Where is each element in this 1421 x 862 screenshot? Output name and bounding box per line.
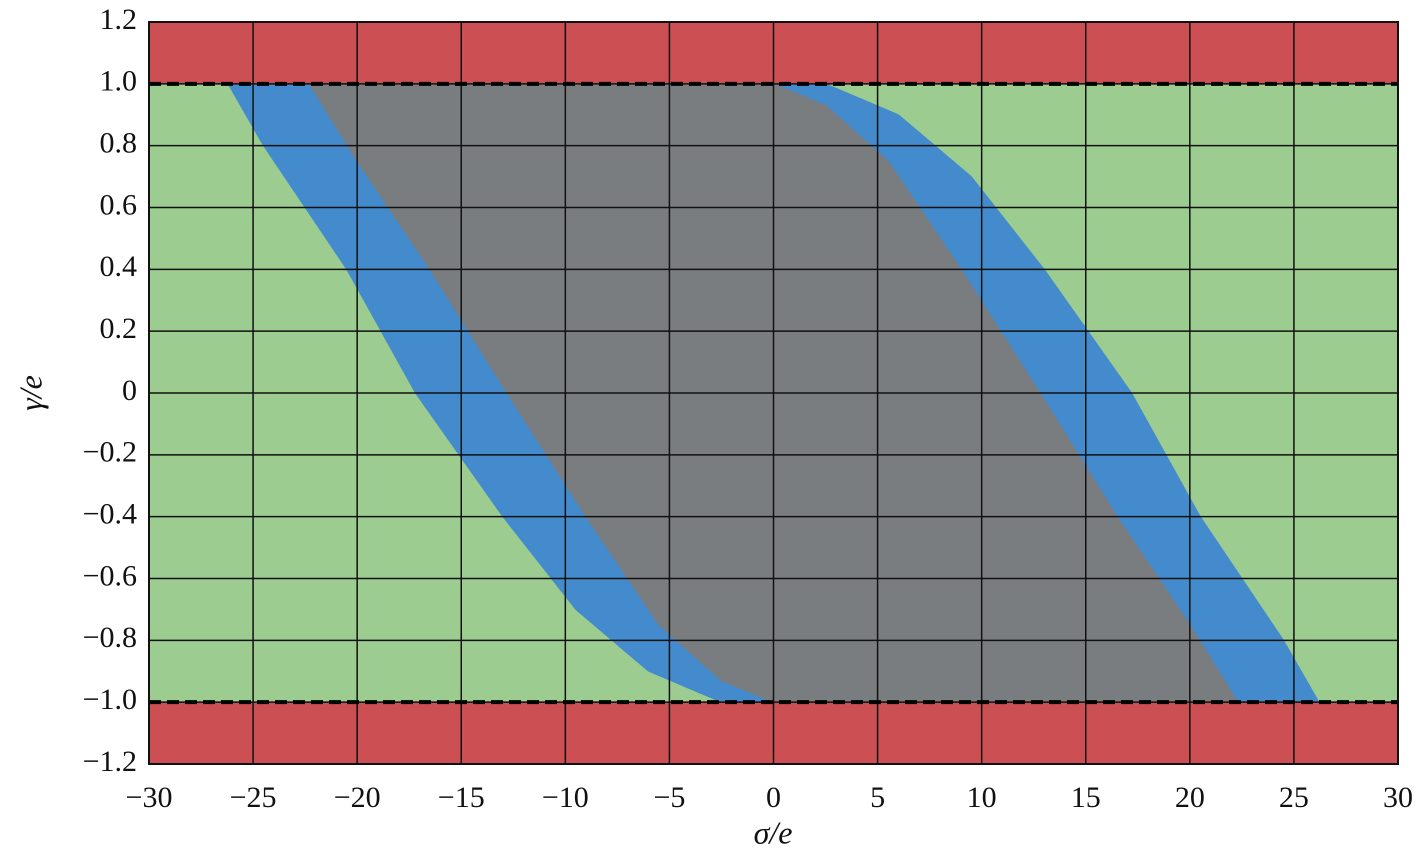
y-tick-label: −1.0 — [83, 683, 137, 716]
y-tick-label: −0.8 — [83, 621, 137, 654]
x-tick-label: −10 — [542, 781, 589, 814]
y-tick-label: 0.2 — [100, 312, 138, 345]
y-tick-label: −0.2 — [83, 436, 137, 469]
y-tick-label: 0.8 — [100, 127, 138, 160]
x-tick-label: 15 — [1071, 781, 1101, 814]
x-tick-label: −30 — [126, 781, 173, 814]
x-tick-label: −25 — [230, 781, 277, 814]
plot-frame — [148, 21, 1399, 765]
y-axis-label: γ/e — [12, 375, 48, 411]
y-tick-label: 0.4 — [100, 250, 138, 283]
y-tick-label: 1.2 — [100, 3, 138, 36]
x-tick-label: 25 — [1279, 781, 1309, 814]
x-tick-label: −20 — [334, 781, 381, 814]
y-tick-label: −0.4 — [83, 498, 137, 531]
y-tick-label: −1.2 — [83, 745, 137, 778]
x-tick-label: 5 — [870, 781, 885, 814]
x-tick-label: 20 — [1175, 781, 1205, 814]
y-tick-label: 0.6 — [100, 188, 138, 221]
y-tick-label: 1.0 — [100, 65, 138, 98]
x-axis-label: σ/e — [754, 814, 793, 850]
y-tick-label: −0.6 — [83, 559, 137, 592]
y-tick-label: 0 — [122, 374, 137, 407]
x-tick-label: 30 — [1383, 781, 1413, 814]
x-tick-label: −15 — [438, 781, 485, 814]
x-tick-label: −5 — [653, 781, 685, 814]
x-tick-label: 10 — [967, 781, 997, 814]
x-tick-label: 0 — [766, 781, 781, 814]
